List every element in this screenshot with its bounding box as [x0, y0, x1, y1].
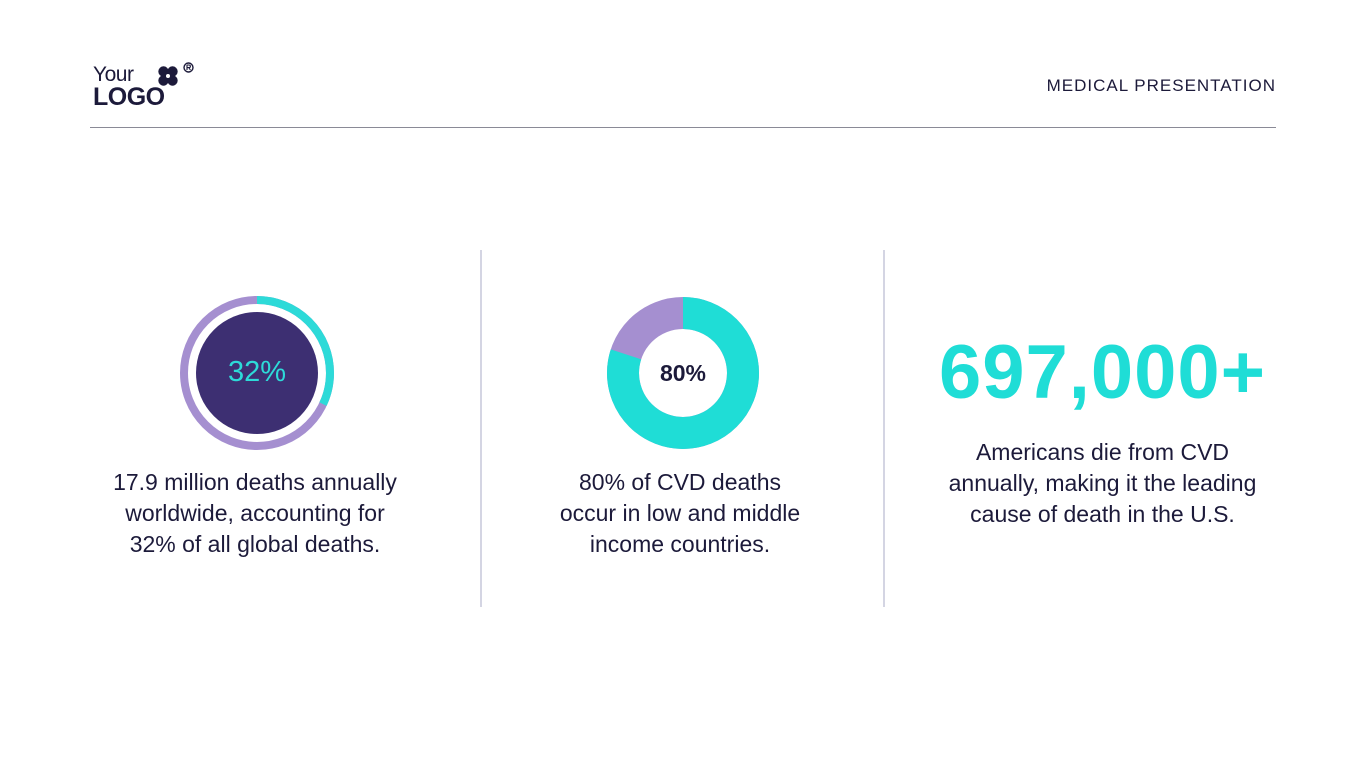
column-divider-1	[480, 250, 482, 607]
donut-chart-80	[607, 297, 759, 449]
logo: Your LOGO	[93, 62, 203, 110]
stat2-caption-line: income countries.	[589, 531, 771, 557]
stat3-caption-line: cause of death in the U.S.	[970, 501, 1235, 527]
logo-flower-icon	[158, 66, 178, 86]
donut-value-segment	[607, 297, 759, 449]
ring1-value-label: 32%	[227, 356, 287, 388]
stat2-caption: 80% of CVD deaths occur in low and middl…	[500, 467, 860, 560]
stat3-caption-line: annually, making it the leading	[948, 470, 1257, 496]
stat1-caption-line: worldwide, accounting for	[125, 500, 385, 526]
big-stat-number: 697,000+	[938, 330, 1267, 415]
column-divider-2	[883, 250, 885, 607]
logo-text-line2: LOGO	[93, 83, 165, 111]
presentation-title: MEDICAL PRESENTATION	[1046, 76, 1276, 95]
stat1-caption-line: 32% of all global deaths.	[129, 531, 381, 557]
ring1-value-arc	[180, 296, 334, 450]
ring1-center-disc	[196, 312, 318, 434]
stat2-caption-line: occur in low and middle	[559, 500, 801, 526]
stat3-caption-line: Americans die from CVD	[975, 439, 1230, 465]
registered-mark-icon	[183, 62, 194, 73]
stat2-caption-line: 80% of CVD deaths	[578, 469, 781, 495]
header-divider	[90, 127, 1276, 128]
donut-value-label: 80%	[659, 360, 707, 386]
stat1-caption-line: 17.9 million deaths annually	[113, 469, 397, 495]
stat3-caption: Americans die from CVD annually, making …	[905, 437, 1300, 530]
logo-text-line1: Your	[93, 63, 134, 86]
ring-chart-32	[180, 296, 334, 450]
stat1-caption: 17.9 million deaths annually worldwide, …	[80, 467, 430, 560]
